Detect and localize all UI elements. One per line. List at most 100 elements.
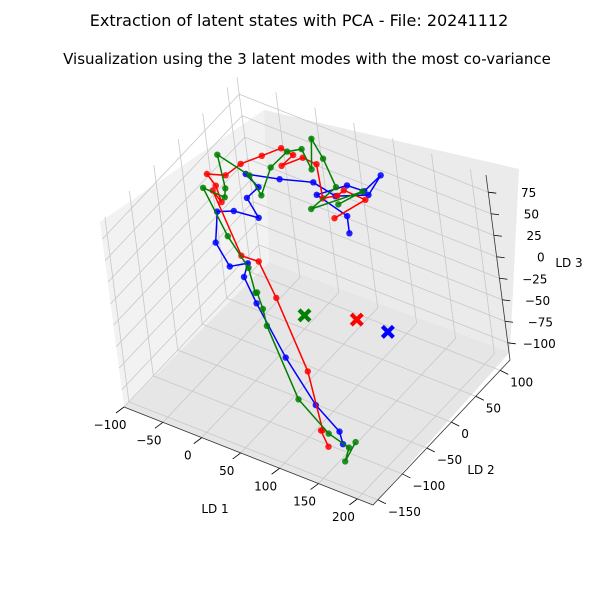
chart-title: Extraction of latent states with PCA - F… (90, 11, 509, 30)
data-point (313, 191, 320, 198)
data-point (222, 185, 229, 192)
z-tick-mark (499, 277, 508, 280)
data-point (222, 172, 229, 179)
data-point (226, 263, 233, 270)
y-tick-label: 100 (510, 375, 533, 389)
data-point (243, 194, 251, 202)
data-point (340, 187, 347, 194)
data-point (259, 305, 267, 313)
x-tick-label: 50 (219, 464, 234, 478)
data-point (359, 188, 366, 195)
data-point (325, 430, 332, 437)
x-grid-line (201, 107, 340, 438)
data-point (224, 233, 231, 240)
axes-panes (100, 110, 519, 505)
z-grid-line (115, 201, 503, 348)
data-point (253, 300, 260, 307)
data-point (319, 155, 327, 162)
y-grid-line (226, 87, 501, 371)
data-point (342, 458, 349, 465)
y-tick-label: 50 (486, 401, 501, 415)
x-tick-label: 0 (184, 449, 192, 463)
data-point (218, 198, 225, 206)
data-point (308, 205, 315, 213)
data-point (325, 443, 332, 450)
data-point (310, 179, 317, 186)
data-point (277, 145, 285, 152)
z-tick-label: −75 (528, 315, 553, 329)
data-point (276, 176, 283, 183)
data-series (199, 135, 395, 465)
data-point (252, 289, 259, 297)
x-tick-label: −100 (94, 418, 127, 432)
data-point (263, 322, 271, 329)
y-grid-line (104, 216, 379, 501)
z-grid-line (104, 115, 492, 261)
data-point (289, 151, 297, 159)
y-tick-mark (377, 499, 387, 505)
data-point (334, 192, 341, 199)
z-grid-line (110, 158, 497, 305)
x-grid-line (318, 153, 456, 484)
y-tick-mark (451, 421, 460, 427)
data-point (365, 191, 372, 199)
z-tick-label: 50 (524, 208, 539, 222)
data-point (255, 258, 262, 265)
x-tick-mark (154, 421, 164, 429)
chart-subtitle: Visualization using the 3 latent modes w… (63, 50, 551, 68)
y-grid-line (128, 190, 403, 475)
data-point (343, 182, 351, 189)
data-point (335, 201, 342, 208)
z-tick-mark (504, 320, 514, 323)
data-point (214, 151, 221, 158)
z-tick-mark (488, 191, 497, 194)
x-grid-line (240, 122, 379, 454)
data-point (273, 294, 280, 302)
z-tick-mark (507, 342, 516, 345)
end-marker (380, 324, 395, 339)
x-tick-label: 150 (293, 495, 316, 509)
y-tick-label: 0 (461, 427, 469, 441)
y-grid-line (177, 139, 452, 423)
data-point (212, 182, 219, 189)
data-point (345, 444, 353, 451)
x-tick-label: 200 (332, 510, 355, 524)
axis-edge (123, 174, 511, 506)
x-tick-mark (349, 498, 358, 506)
data-point (267, 164, 274, 171)
x-tick-mark (193, 437, 203, 444)
data-point (362, 196, 369, 203)
z-grid-line (113, 179, 500, 326)
x-grid-line (357, 168, 495, 500)
y-tick-mark (500, 369, 509, 375)
series-1 (203, 145, 369, 450)
data-point (308, 166, 315, 173)
grid-lines (101, 76, 516, 506)
z-grid-line (101, 93, 489, 240)
x-tick-label: 100 (254, 479, 277, 493)
z-tick-label: −25 (522, 272, 547, 286)
data-point (283, 148, 291, 155)
z-grid-line (107, 136, 494, 283)
end-marker (297, 308, 312, 323)
data-point (221, 194, 228, 201)
z-tick-mark (493, 234, 502, 237)
tick-labels: −100 −50 0 50 100 150 200 −150 −100 −50 0 50 100 −100… (94, 186, 556, 524)
y-grid-line (153, 164, 427, 449)
x-axis-label: LD 1 (201, 502, 228, 516)
y-tick-label: −50 (437, 453, 462, 467)
data-point (255, 214, 262, 221)
z-grid-line (121, 244, 508, 391)
y-tick-mark (402, 473, 411, 479)
data-point (199, 184, 207, 191)
y-tick-mark (475, 395, 484, 401)
data-point (308, 135, 315, 142)
end-marker (349, 312, 364, 327)
z-tick-mark (502, 299, 511, 302)
data-point (245, 264, 252, 271)
data-point (377, 172, 384, 179)
left-pane (100, 110, 269, 407)
data-point (212, 239, 219, 246)
data-point (258, 192, 265, 199)
